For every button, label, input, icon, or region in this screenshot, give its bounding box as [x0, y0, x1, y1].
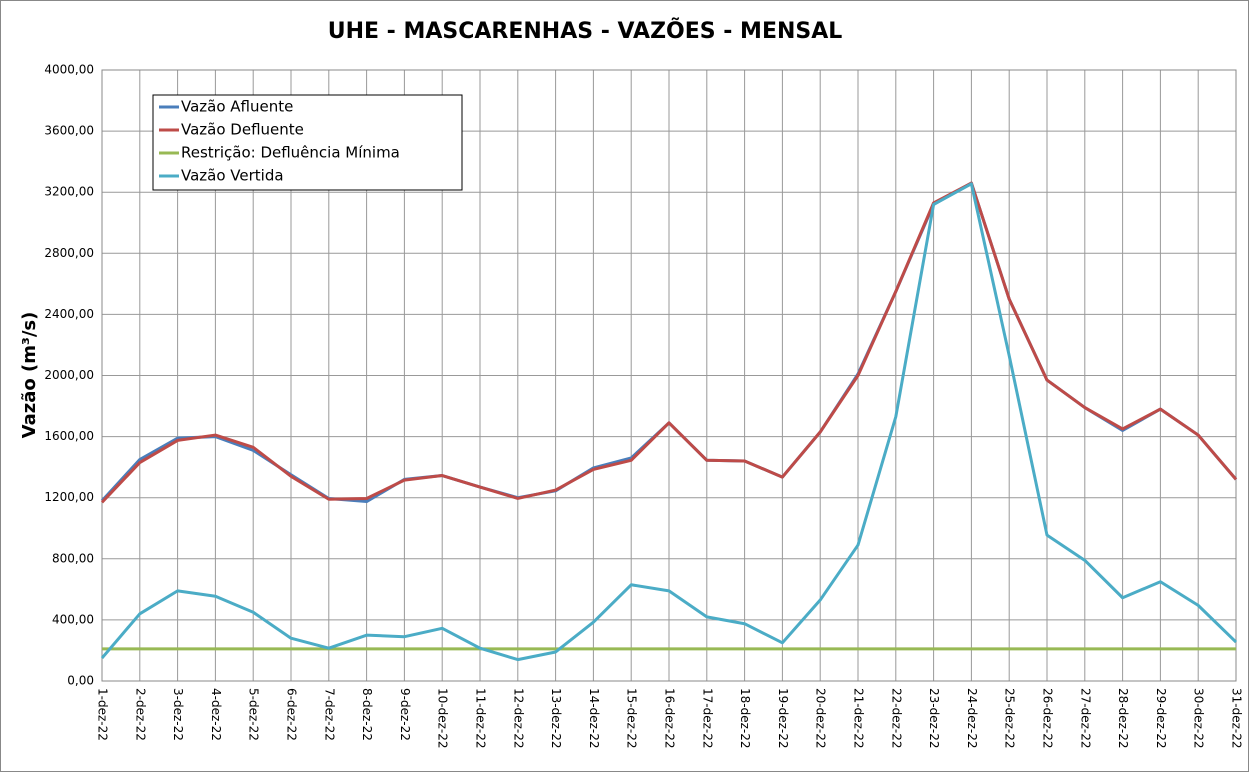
x-tick-label: 30-dez-22	[1192, 688, 1206, 749]
x-tick-label: 13-dez-22	[549, 688, 563, 749]
line-series	[100, 182, 1238, 662]
x-tick-label: 7-dez-22	[322, 688, 336, 741]
y-tick-label: 2800,00	[44, 246, 94, 260]
plot-frame	[101, 69, 1237, 682]
x-tick-label: 5-dez-22	[247, 688, 261, 741]
x-tick-label: 18-dez-22	[738, 688, 752, 749]
x-tick-label: 6-dez-22	[285, 688, 299, 741]
x-tick-label: 16-dez-22	[663, 688, 677, 749]
x-tick-label: 19-dez-22	[776, 688, 790, 749]
legend-label: Vazão Afluente	[181, 98, 293, 116]
x-tick-label: 22-dez-22	[889, 688, 903, 749]
x-tick-label: 10-dez-22	[436, 688, 450, 749]
legend-label: Restrição: Defluência Mínima	[181, 144, 400, 162]
x-tick-label: 14-dez-22	[587, 688, 601, 749]
y-tick-label: 4000,00	[44, 63, 94, 77]
legend-label: Vazão Vertida	[181, 167, 284, 185]
x-tick-label: 9-dez-22	[398, 688, 412, 741]
x-tick-label: 11-dez-22	[474, 688, 488, 749]
y-tick-label: 800,00	[52, 551, 94, 565]
x-tick-label: 31-dez-22	[1230, 688, 1244, 749]
x-tick-label: 12-dez-22	[511, 688, 525, 749]
y-tick-label: 3600,00	[44, 124, 94, 138]
y-tick-label: 1200,00	[44, 490, 94, 504]
legend-label: Vazão Defluente	[181, 121, 304, 139]
y-axis-label: Vazão (m³/s)	[19, 312, 40, 439]
x-tick-label: 4-dez-22	[209, 688, 223, 741]
x-tick-label: 28-dez-22	[1116, 688, 1130, 749]
x-tick-label: 3-dez-22	[171, 688, 185, 741]
x-tick-label: 8-dez-22	[360, 688, 374, 741]
x-tick-label: 27-dez-22	[1078, 688, 1092, 749]
y-tick-label: 2000,00	[44, 368, 94, 382]
x-tick-label: 21-dez-22	[852, 688, 866, 749]
y-tick-label: 3200,00	[44, 185, 94, 199]
x-tick-label: 17-dez-22	[700, 688, 714, 749]
y-tick-label: 400,00	[52, 612, 94, 626]
line-series	[100, 181, 1238, 504]
y-tick-label: 2400,00	[44, 307, 94, 321]
x-tick-label: 15-dez-22	[625, 688, 639, 749]
x-tick-label: 29-dez-22	[1154, 688, 1168, 749]
x-tick-label: 1-dez-22	[96, 688, 110, 741]
x-tick-label: 20-dez-22	[814, 688, 828, 749]
x-tick-label: 26-dez-22	[1041, 688, 1055, 749]
x-tick-label: 23-dez-22	[927, 688, 941, 749]
x-tick-label: 2-dez-22	[133, 688, 147, 741]
x-tick-label: 25-dez-22	[1003, 688, 1017, 749]
x-tick-label: 24-dez-22	[965, 688, 979, 749]
y-tick-label: 0,00	[67, 674, 94, 688]
chart-title: UHE - MASCARENHAS - VAZÕES - MENSAL	[328, 18, 843, 44]
y-tick-label: 1600,00	[44, 429, 94, 443]
legend-box	[152, 94, 463, 191]
